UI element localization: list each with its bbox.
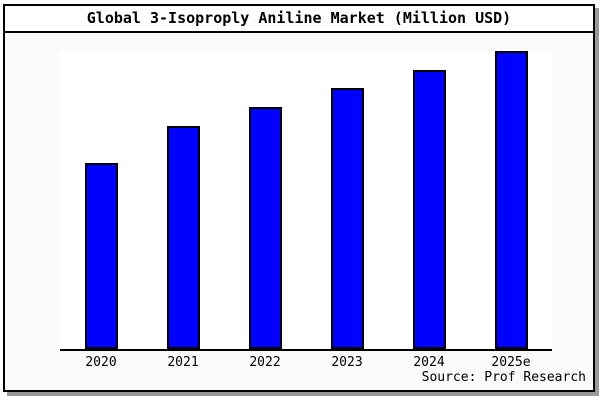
bar-2024: [413, 70, 446, 349]
bar-2022: [249, 107, 282, 349]
bar-2023: [331, 88, 364, 349]
plot-area: [60, 51, 552, 351]
bar-2021: [167, 126, 200, 349]
x-axis-label-2020: 2020: [85, 355, 117, 370]
bar-2020: [85, 163, 118, 349]
chart-region: Source: Prof Research 2020 2021 2022 2023 20…: [5, 33, 593, 390]
chart-window: Global 3-Isoproply Aniline Market (Milli…: [3, 4, 595, 392]
title-bar: Global 3-Isoproply Aniline Market (Milli…: [5, 6, 593, 33]
bar-2025e: [495, 51, 528, 349]
x-axis-label-2022: 2022: [249, 355, 281, 370]
x-axis-label-2021: 2021: [167, 355, 199, 370]
page-title: Global 3-Isoproply Aniline Market (Milli…: [86, 9, 512, 27]
x-axis-label-2025e: 2025e: [491, 355, 531, 370]
source-note: Source: Prof Research: [421, 370, 586, 385]
x-axis-label-2023: 2023: [331, 355, 363, 370]
x-axis-label-2024: 2024: [413, 355, 445, 370]
